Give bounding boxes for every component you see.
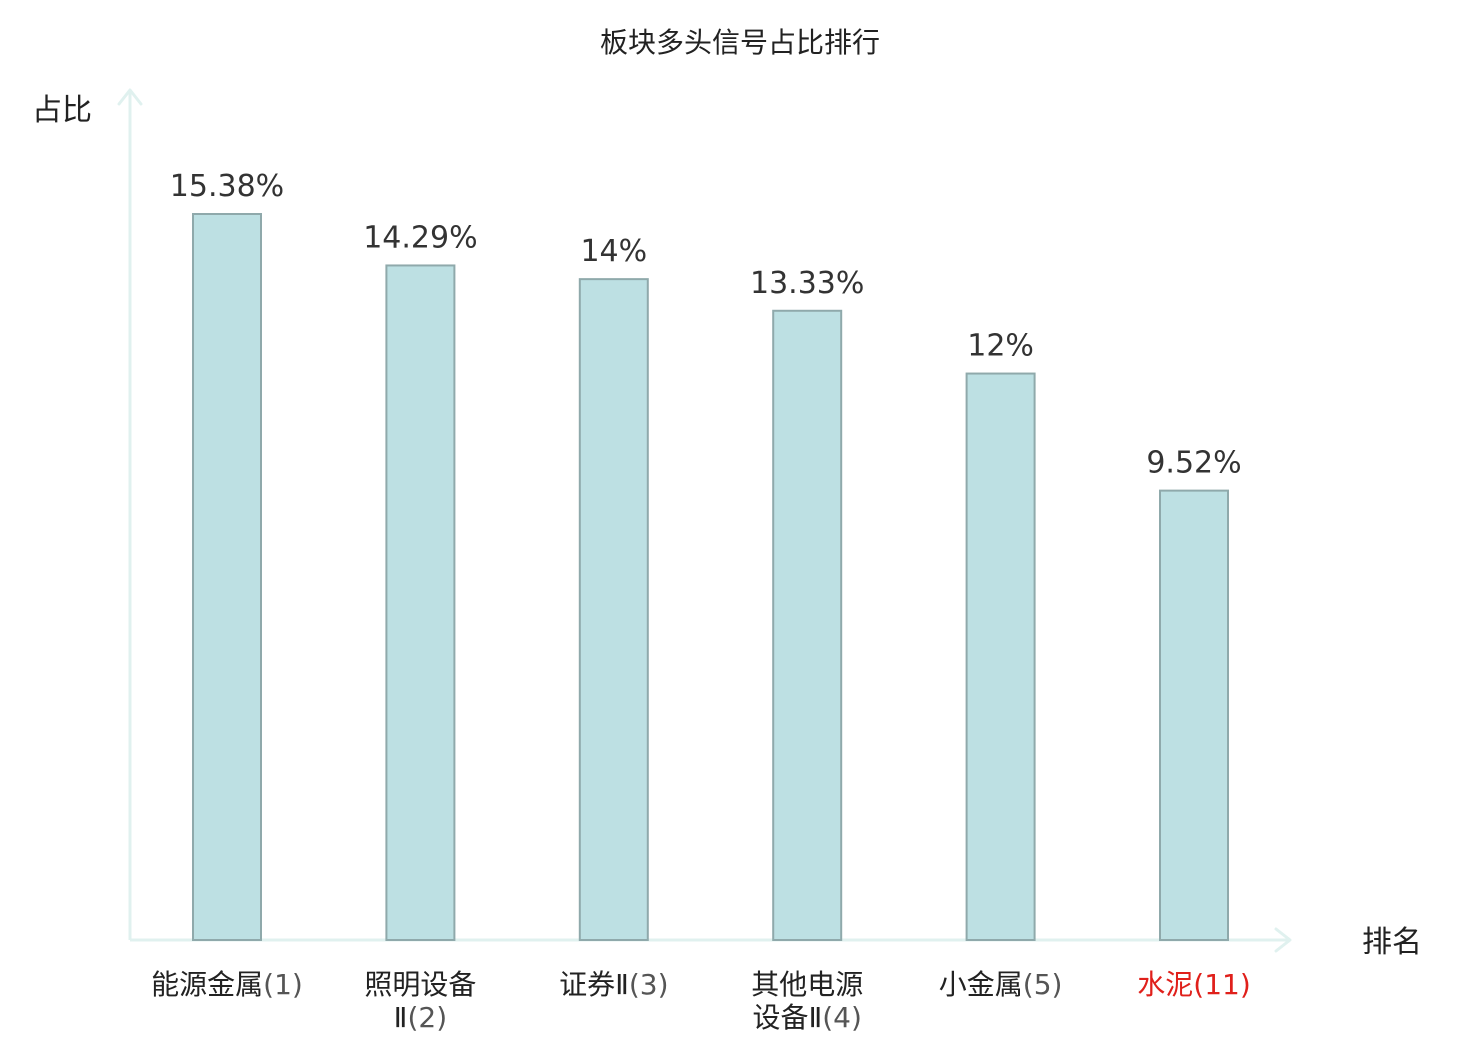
category-labels-group: 能源金属(1) 照明设备 Ⅱ(2) 证券Ⅱ(3) 其他电源设备Ⅱ(4) 小金属(5) 水泥(… xyxy=(151,968,1251,1034)
chart-title: 板块多头信号占比排行 xyxy=(600,26,880,59)
axes xyxy=(117,88,1292,953)
value-label-1: 15.38% xyxy=(170,169,284,204)
x-axis-arrow xyxy=(1274,927,1292,953)
value-labels-group: 15.38% 14.29% 14% 13.33% 12% 9.52% xyxy=(170,169,1242,481)
bars-group xyxy=(192,213,1229,942)
x-axis-label: 排名 xyxy=(1362,925,1422,960)
bar-3[interactable] xyxy=(578,278,649,942)
category-label-5: 小金属(5) xyxy=(939,968,1063,1001)
value-label-2: 14.29% xyxy=(363,220,477,255)
value-label-3: 14% xyxy=(580,234,647,269)
category-label-4: 其他电源设备Ⅱ(4) xyxy=(751,968,863,1034)
bar-5[interactable] xyxy=(965,372,1036,942)
value-label-6: 9.52% xyxy=(1146,446,1241,481)
y-axis-arrow xyxy=(117,88,143,106)
bar-6[interactable] xyxy=(1159,489,1229,941)
category-label-2: 照明设备 Ⅱ(2) xyxy=(364,968,476,1034)
y-axis-label: 占比 xyxy=(32,93,92,128)
value-label-4: 13.33% xyxy=(750,266,864,301)
bar-4[interactable] xyxy=(772,309,843,941)
bar-1[interactable] xyxy=(192,213,262,941)
bar-2[interactable] xyxy=(385,264,456,942)
value-label-5: 12% xyxy=(967,329,1034,364)
category-label-1: 能源金属(1) xyxy=(151,968,303,1001)
category-label-3: 证券Ⅱ(3) xyxy=(559,968,668,1001)
category-label-6: 水泥(11) xyxy=(1137,968,1251,1001)
